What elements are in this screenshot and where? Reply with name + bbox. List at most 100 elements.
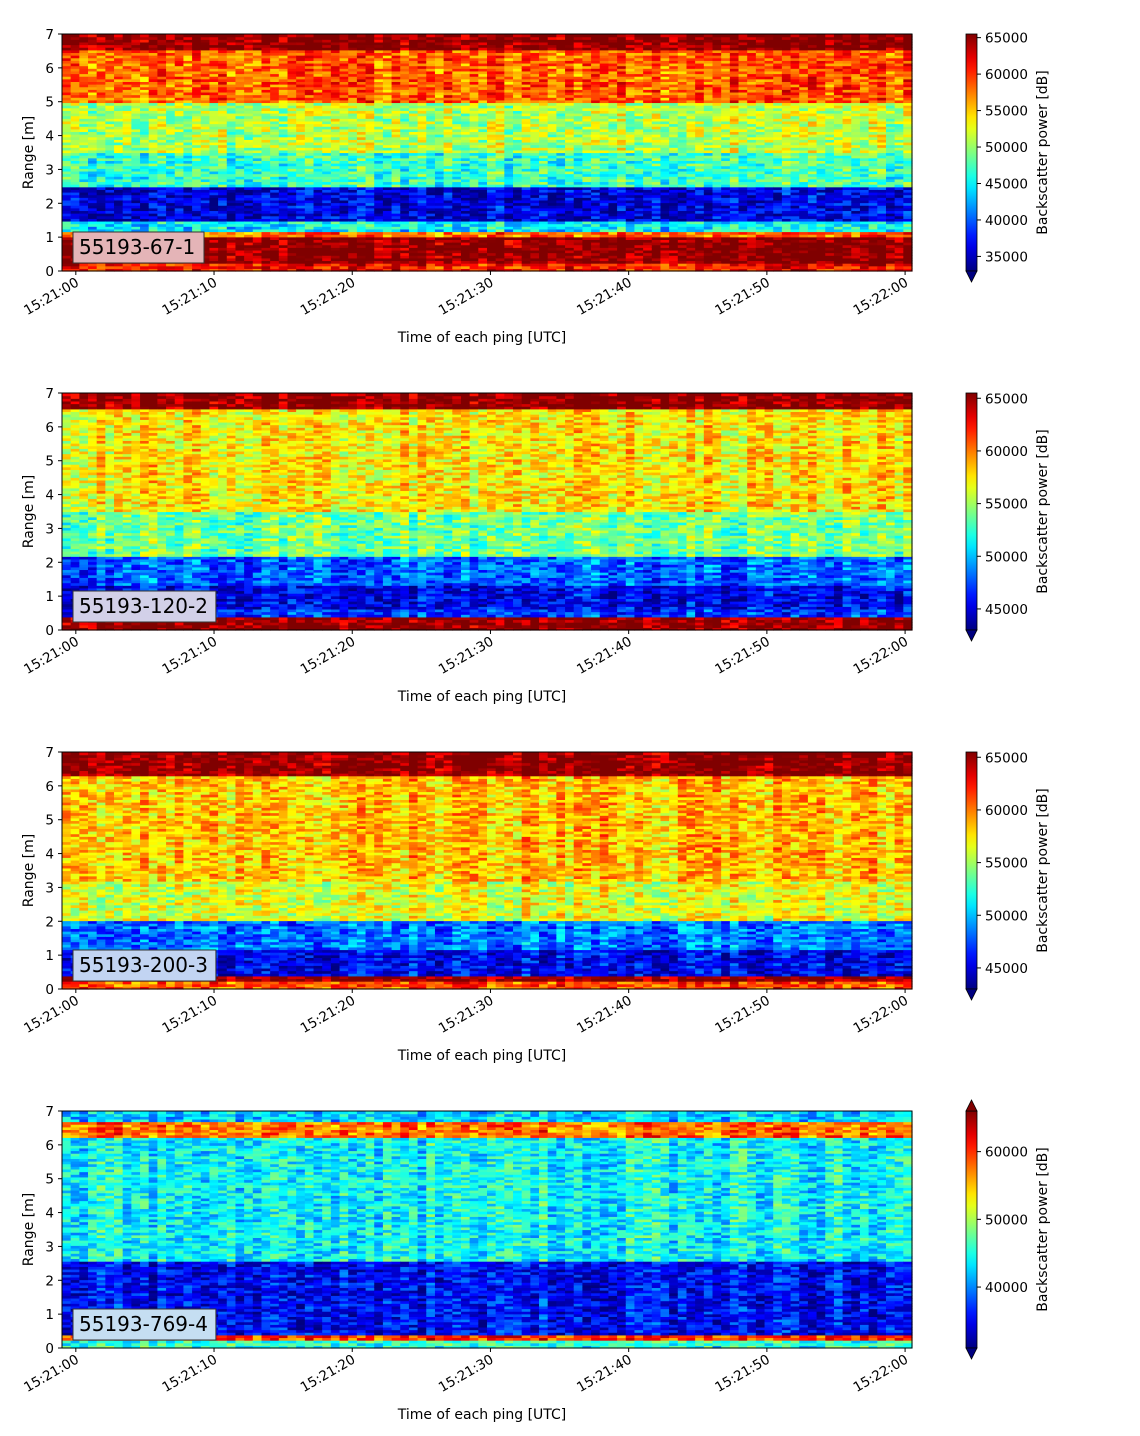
- heatmap-cell: [296, 49, 306, 54]
- heatmap-cell: [114, 207, 124, 212]
- heatmap-cell: [209, 163, 219, 167]
- heatmap-cell: [200, 242, 211, 246]
- heatmap-cell: [183, 105, 193, 109]
- heatmap-cell: [200, 205, 211, 209]
- heatmap-cell: [244, 102, 254, 106]
- heatmap-cell: [157, 215, 167, 219]
- heatmap-cell: [88, 131, 98, 135]
- heatmap-cell: [88, 194, 98, 198]
- heatmap-cell: [270, 36, 280, 40]
- heatmap-cell: [209, 192, 219, 196]
- heatmap-cell: [140, 228, 150, 233]
- heatmap-cell: [70, 105, 80, 109]
- heatmap-cell: [70, 213, 80, 217]
- heatmap-cell: [278, 73, 289, 77]
- heatmap-cell: [105, 220, 115, 225]
- heatmap-cell: [131, 126, 141, 130]
- heatmap-cell: [209, 149, 219, 154]
- heatmap-cell: [148, 176, 158, 180]
- heatmap-cell: [218, 84, 228, 88]
- heatmap-cell: [174, 44, 185, 48]
- heatmap-cell: [200, 49, 211, 54]
- heatmap-cell: [235, 147, 245, 151]
- heatmap-cell: [270, 65, 280, 69]
- heatmap-cell: [79, 220, 89, 225]
- heatmap-cell: [131, 223, 141, 227]
- heatmap-cell: [114, 178, 124, 183]
- heatmap-cell: [209, 152, 219, 156]
- heatmap-cell: [174, 189, 185, 193]
- heatmap-cell: [96, 115, 106, 119]
- heatmap-cell: [261, 189, 271, 193]
- heatmap-cell: [235, 178, 245, 183]
- heatmap-cell: [209, 197, 219, 201]
- heatmap-cell: [174, 70, 185, 75]
- heatmap-cell: [157, 197, 167, 201]
- heatmap-cell: [209, 247, 219, 251]
- heatmap-cell: [287, 218, 297, 222]
- heatmap-cell: [62, 213, 72, 217]
- heatmap-cell: [252, 94, 263, 98]
- heatmap-cell: [88, 189, 98, 193]
- heatmap-cell: [157, 202, 167, 206]
- heatmap-cell: [270, 115, 280, 119]
- heatmap-cell: [166, 107, 176, 111]
- heatmap-cell: [235, 260, 245, 264]
- heatmap-cell: [287, 260, 297, 264]
- heatmap-cell: [62, 207, 72, 212]
- heatmap-cell: [96, 60, 106, 64]
- heatmap-cell: [122, 149, 132, 154]
- heatmap-cell: [287, 144, 297, 148]
- heatmap-cell: [174, 120, 185, 125]
- heatmap-cell: [261, 205, 271, 209]
- heatmap-cell: [200, 113, 211, 117]
- heatmap-cell: [166, 268, 176, 272]
- heatmap-cell: [270, 99, 280, 104]
- heatmap-cell: [96, 36, 106, 40]
- heatmap-cell: [183, 215, 193, 219]
- heatmap-cell: [96, 160, 106, 164]
- heatmap-cell: [79, 147, 89, 151]
- heatmap-cell: [157, 139, 167, 143]
- heatmap-cell: [287, 242, 297, 246]
- heatmap-cell: [209, 170, 219, 175]
- heatmap-cell: [114, 99, 124, 104]
- heatmap-cell: [88, 84, 98, 88]
- heatmap-cell: [183, 89, 193, 93]
- heatmap-cell: [79, 55, 89, 59]
- heatmap-cell: [252, 78, 263, 82]
- heatmap-cell: [183, 136, 193, 140]
- heatmap-cell: [226, 236, 237, 240]
- heatmap-cell: [244, 136, 254, 140]
- heatmap-cell: [226, 141, 237, 146]
- heatmap-cell: [270, 110, 280, 114]
- heatmap-cell: [88, 36, 98, 40]
- heatmap-cell: [252, 152, 263, 156]
- heatmap-cell: [235, 157, 245, 161]
- heatmap-cell: [122, 228, 132, 233]
- heatmap-cell: [183, 41, 193, 46]
- heatmap-cell: [244, 73, 254, 77]
- heatmap-cell: [62, 84, 72, 88]
- heatmap-cell: [122, 123, 132, 127]
- heatmap-cell: [244, 202, 254, 206]
- heatmap-cell: [131, 218, 141, 222]
- heatmap-cell: [79, 84, 89, 88]
- heatmap-cell: [200, 197, 211, 201]
- heatmap-cell: [70, 55, 80, 59]
- heatmap-cell: [70, 94, 80, 98]
- heatmap-cell: [296, 107, 306, 111]
- heatmap-cell: [88, 165, 98, 169]
- heatmap-cell: [192, 65, 202, 69]
- heatmap-cell: [218, 247, 228, 251]
- heatmap-cell: [244, 168, 254, 172]
- heatmap-cell: [244, 60, 254, 64]
- heatmap-cell: [140, 78, 150, 82]
- heatmap-cell: [296, 81, 306, 85]
- heatmap-cell: [114, 213, 124, 217]
- heatmap-cell: [114, 160, 124, 164]
- heatmap-cell: [252, 257, 263, 262]
- heatmap-cell: [278, 252, 289, 256]
- heatmap-cell: [122, 265, 132, 269]
- heatmap-cell: [105, 44, 115, 48]
